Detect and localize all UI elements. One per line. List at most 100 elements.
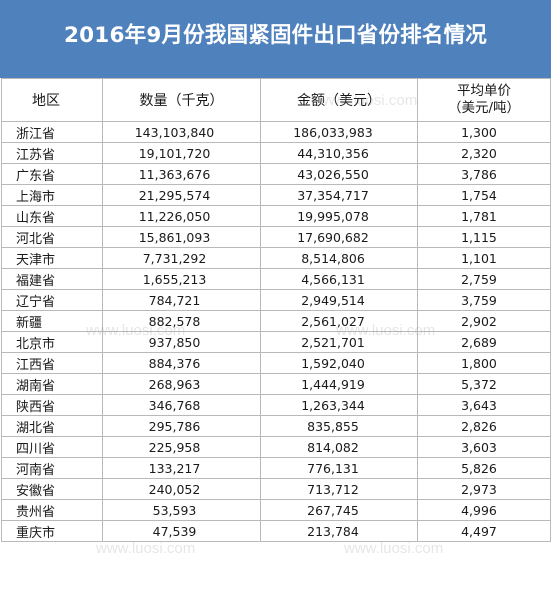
- amount-cell: 1,444,919: [260, 373, 418, 395]
- quantity-cell: 240,052: [102, 478, 261, 500]
- quantity-cell: 937,850: [102, 331, 261, 353]
- table-row: 天津市 7,731,292 8,514,806 1,101: [1, 247, 551, 269]
- table-row: 湖南省 268,963 1,444,919 5,372: [1, 373, 551, 395]
- table-row: 上海市 21,295,574 37,354,717 1,754: [1, 184, 551, 206]
- amount-cell: 17,690,682: [260, 226, 418, 248]
- quantity-cell: 225,958: [102, 436, 261, 458]
- column-header-quantity: 数量（千克）: [102, 78, 261, 122]
- unit-price-header-line2: （美元/吨）: [447, 100, 521, 116]
- quantity-cell: 346,768: [102, 394, 261, 416]
- table-row: 江苏省 19,101,720 44,310,356 2,320: [1, 142, 551, 164]
- quantity-cell: 15,861,093: [102, 226, 261, 248]
- region-cell: 重庆市: [1, 520, 103, 542]
- region-cell: 江苏省: [1, 142, 103, 164]
- table-row: 湖北省 295,786 835,855 2,826: [1, 415, 551, 437]
- region-cell: 浙江省: [1, 121, 103, 143]
- unit-price-header-line1: 平均单价: [457, 83, 511, 99]
- table-row: 四川省 225,958 814,082 3,603: [1, 436, 551, 458]
- unit-price-cell: 5,372: [417, 373, 551, 395]
- amount-cell: 267,745: [260, 499, 418, 521]
- table-row: 陕西省 346,768 1,263,344 3,643: [1, 394, 551, 416]
- unit-price-cell: 1,115: [417, 226, 551, 248]
- unit-price-cell: 3,643: [417, 394, 551, 416]
- table-row: 北京市 937,850 2,521,701 2,689: [1, 331, 551, 353]
- region-cell: 新疆: [1, 310, 103, 332]
- region-cell: 辽宁省: [1, 289, 103, 311]
- unit-price-cell: 3,786: [417, 163, 551, 185]
- quantity-cell: 19,101,720: [102, 142, 261, 164]
- column-header-region: 地区: [1, 78, 103, 122]
- quantity-cell: 11,363,676: [102, 163, 261, 185]
- unit-price-cell: 2,689: [417, 331, 551, 353]
- table-header-row: 地区 数量（千克） 金额（美元） 平均单价 （美元/吨）: [1, 78, 551, 122]
- quantity-cell: 7,731,292: [102, 247, 261, 269]
- unit-price-cell: 3,603: [417, 436, 551, 458]
- amount-cell: 44,310,356: [260, 142, 418, 164]
- quantity-cell: 268,963: [102, 373, 261, 395]
- amount-cell: 1,592,040: [260, 352, 418, 374]
- region-cell: 陕西省: [1, 394, 103, 416]
- title-bar: 2016年9月份我国紧固件出口省份排名情况: [0, 0, 551, 78]
- amount-cell: 19,995,078: [260, 205, 418, 227]
- watermark-text: www.luosi.com: [344, 540, 444, 557]
- table-row: 浙江省 143,103,840 186,033,983 1,300: [1, 121, 551, 143]
- quantity-cell: 53,593: [102, 499, 261, 521]
- region-cell: 北京市: [1, 331, 103, 353]
- unit-price-cell: 2,759: [417, 268, 551, 290]
- column-header-unit-price: 平均单价 （美元/吨）: [417, 78, 551, 122]
- quantity-cell: 11,226,050: [102, 205, 261, 227]
- amount-cell: 37,354,717: [260, 184, 418, 206]
- unit-price-cell: 4,497: [417, 520, 551, 542]
- table-row: 河北省 15,861,093 17,690,682 1,115: [1, 226, 551, 248]
- region-cell: 广东省: [1, 163, 103, 185]
- region-cell: 湖南省: [1, 373, 103, 395]
- watermark-text: www.luosi.com: [96, 540, 196, 557]
- quantity-cell: 295,786: [102, 415, 261, 437]
- table-row: 安徽省 240,052 713,712 2,973: [1, 478, 551, 500]
- amount-cell: 186,033,983: [260, 121, 418, 143]
- table-row: 福建省 1,655,213 4,566,131 2,759: [1, 268, 551, 290]
- table-row: 辽宁省 784,721 2,949,514 3,759: [1, 289, 551, 311]
- unit-price-cell: 2,902: [417, 310, 551, 332]
- amount-cell: 814,082: [260, 436, 418, 458]
- region-cell: 天津市: [1, 247, 103, 269]
- table-row: 新疆 882,578 2,561,027 2,902: [1, 310, 551, 332]
- amount-cell: 4,566,131: [260, 268, 418, 290]
- table-row: 河南省 133,217 776,131 5,826: [1, 457, 551, 479]
- unit-price-cell: 1,101: [417, 247, 551, 269]
- unit-price-cell: 4,996: [417, 499, 551, 521]
- amount-cell: 8,514,806: [260, 247, 418, 269]
- page-title: 2016年9月份我国紧固件出口省份排名情况: [63, 22, 487, 48]
- table-row: 江西省 884,376 1,592,040 1,800: [1, 352, 551, 374]
- table-row: 山东省 11,226,050 19,995,078 1,781: [1, 205, 551, 227]
- quantity-cell: 21,295,574: [102, 184, 261, 206]
- unit-price-cell: 5,826: [417, 457, 551, 479]
- amount-cell: 2,521,701: [260, 331, 418, 353]
- quantity-cell: 47,539: [102, 520, 261, 542]
- table-row: 贵州省 53,593 267,745 4,996: [1, 499, 551, 521]
- region-cell: 贵州省: [1, 499, 103, 521]
- quantity-cell: 143,103,840: [102, 121, 261, 143]
- unit-price-cell: 2,826: [417, 415, 551, 437]
- region-cell: 河北省: [1, 226, 103, 248]
- quantity-cell: 884,376: [102, 352, 261, 374]
- column-header-amount: 金额（美元）: [260, 78, 418, 122]
- region-cell: 上海市: [1, 184, 103, 206]
- unit-price-cell: 2,973: [417, 478, 551, 500]
- amount-cell: 213,784: [260, 520, 418, 542]
- quantity-cell: 882,578: [102, 310, 261, 332]
- unit-price-cell: 1,800: [417, 352, 551, 374]
- amount-cell: 776,131: [260, 457, 418, 479]
- amount-cell: 2,949,514: [260, 289, 418, 311]
- table-row: 重庆市 47,539 213,784 4,497: [1, 520, 551, 542]
- quantity-cell: 133,217: [102, 457, 261, 479]
- amount-cell: 713,712: [260, 478, 418, 500]
- unit-price-cell: 1,754: [417, 184, 551, 206]
- region-cell: 安徽省: [1, 478, 103, 500]
- unit-price-cell: 2,320: [417, 142, 551, 164]
- amount-cell: 1,263,344: [260, 394, 418, 416]
- region-cell: 河南省: [1, 457, 103, 479]
- unit-price-cell: 1,300: [417, 121, 551, 143]
- export-ranking-table: 地区 数量（千克） 金额（美元） 平均单价 （美元/吨） 浙江省 143,103,…: [1, 78, 551, 542]
